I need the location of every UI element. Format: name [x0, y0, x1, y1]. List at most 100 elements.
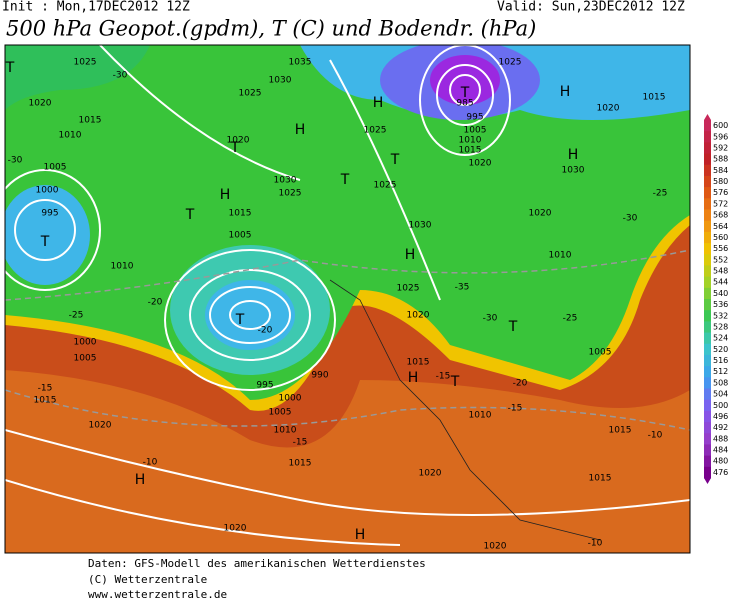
colorbar-cell — [704, 198, 711, 210]
colorbar-label: 528 — [713, 322, 728, 331]
colorbar-arrow-bottom — [704, 478, 711, 484]
contour-label: 1015 — [407, 358, 430, 368]
contour-label: 990 — [311, 371, 328, 381]
pressure-center: T — [460, 85, 470, 101]
contour-label: 1015 — [459, 146, 482, 156]
colorbar-label: 564 — [713, 222, 728, 231]
colorbar-cell — [704, 265, 711, 278]
contour-label: -15 — [508, 404, 523, 414]
contour-label: 1010 — [274, 426, 297, 436]
contour-label: -25 — [69, 311, 84, 321]
contour-label: -15 — [38, 384, 53, 394]
colorbar-cell — [704, 175, 711, 188]
contour-label: 1000 — [74, 338, 97, 348]
colorbar-label: 548 — [713, 267, 728, 276]
colorbar-cell — [704, 444, 711, 457]
colorbar-cell — [704, 142, 711, 155]
contour-label: 1015 — [643, 93, 666, 103]
url: www.wetterzentrale.de — [88, 588, 227, 600]
contour-label: 1020 — [29, 99, 52, 109]
pressure-center: H — [373, 95, 384, 111]
colorbar-label: 592 — [713, 143, 728, 152]
colorbar-label: 476 — [713, 468, 728, 477]
contour-label: 1005 — [44, 163, 67, 173]
init-time: Init : Mon,17DEC2012 12Z — [2, 0, 190, 15]
orange-zone — [5, 370, 690, 553]
contour-label: -30 — [8, 156, 23, 166]
colorbar-label: 532 — [713, 311, 728, 320]
colorbar-cell — [704, 164, 711, 177]
contour-label: 1020 — [597, 104, 620, 114]
colorbar-cell — [704, 243, 711, 255]
pressure-center: H — [135, 472, 146, 488]
colorbar-label: 524 — [713, 334, 728, 343]
colorbar-label: 572 — [713, 199, 728, 208]
contour-label: -30 — [483, 314, 498, 324]
pressure-center: T — [340, 172, 350, 188]
low-core — [205, 280, 295, 350]
copyright: (C) Wetterzentrale — [88, 573, 207, 586]
isobars — [5, 45, 690, 546]
contour-label: 1015 — [609, 426, 632, 436]
contour-label: 1015 — [589, 474, 612, 484]
source-note: Daten: GFS-Modell des amerikanischen Wet… — [88, 557, 426, 570]
colorbar-label: 544 — [713, 278, 728, 287]
colorbar-cell — [704, 388, 711, 401]
contour-label: 1020 — [227, 136, 250, 146]
polar-core — [430, 55, 500, 105]
colorbar-label: 512 — [713, 367, 728, 376]
contour-label: 1010 — [469, 411, 492, 421]
contour-label: -20 — [148, 298, 163, 308]
contour-label: 1015 — [289, 459, 312, 469]
contour-label: 1025 — [239, 89, 262, 99]
contour-label: 1005 — [74, 354, 97, 364]
pressure-center: H — [405, 247, 416, 263]
pressure-center: H — [408, 370, 419, 386]
isotherms — [5, 249, 690, 431]
colorbar-label: 500 — [713, 401, 728, 410]
contour-label: 1030 — [409, 221, 432, 231]
pressure-center: H — [568, 147, 579, 163]
contour-label: -30 — [113, 71, 128, 81]
green2 — [5, 45, 150, 110]
colorbar-cell — [704, 399, 711, 412]
contour-label: 1015 — [34, 396, 57, 406]
colorbar-cell — [704, 153, 711, 166]
colorbar-cell — [704, 410, 711, 423]
colorbar-cell — [704, 209, 711, 222]
colorbar-label: 540 — [713, 289, 728, 298]
contour-label: 995 — [466, 113, 483, 123]
contour-label: -10 — [588, 539, 603, 549]
contour-label: 1005 — [229, 231, 252, 241]
colorbar-cell — [704, 220, 711, 233]
colorbar-cell — [704, 366, 711, 378]
colorbar-label: 600 — [713, 121, 728, 130]
colorbar-label: 484 — [713, 446, 728, 455]
colorbar-label: 480 — [713, 457, 728, 466]
pressure-center: T — [40, 234, 50, 250]
colorbar-cell — [704, 466, 711, 479]
colorbar-cell — [704, 120, 711, 132]
contour-label: 995 — [256, 381, 273, 391]
contour-label: 1010 — [549, 251, 572, 261]
colorbar-cell — [704, 231, 711, 244]
pressure-center: T — [450, 374, 460, 390]
colorbar-cell — [704, 131, 711, 143]
contour-label: 1005 — [269, 408, 292, 418]
contour-label: 995 — [41, 209, 58, 219]
colorbar-cell — [704, 332, 711, 345]
colorbar-cell — [704, 287, 711, 300]
contour-label: -15 — [293, 438, 308, 448]
colorbar-label: 588 — [713, 155, 728, 164]
contour-label: 1015 — [229, 209, 252, 219]
contour-label: 1035 — [289, 58, 312, 68]
contour-label: 1010 — [459, 136, 482, 146]
colorbar: 600 596 592 588 584 580 576 572 568 564 560 556 552 5… — [704, 114, 728, 484]
valid-time: Valid: Sun,23DEC2012 12Z — [497, 0, 685, 15]
contour-label: -25 — [653, 189, 668, 199]
colorbar-label: 596 — [713, 132, 728, 141]
contour-label: 1010 — [111, 262, 134, 272]
